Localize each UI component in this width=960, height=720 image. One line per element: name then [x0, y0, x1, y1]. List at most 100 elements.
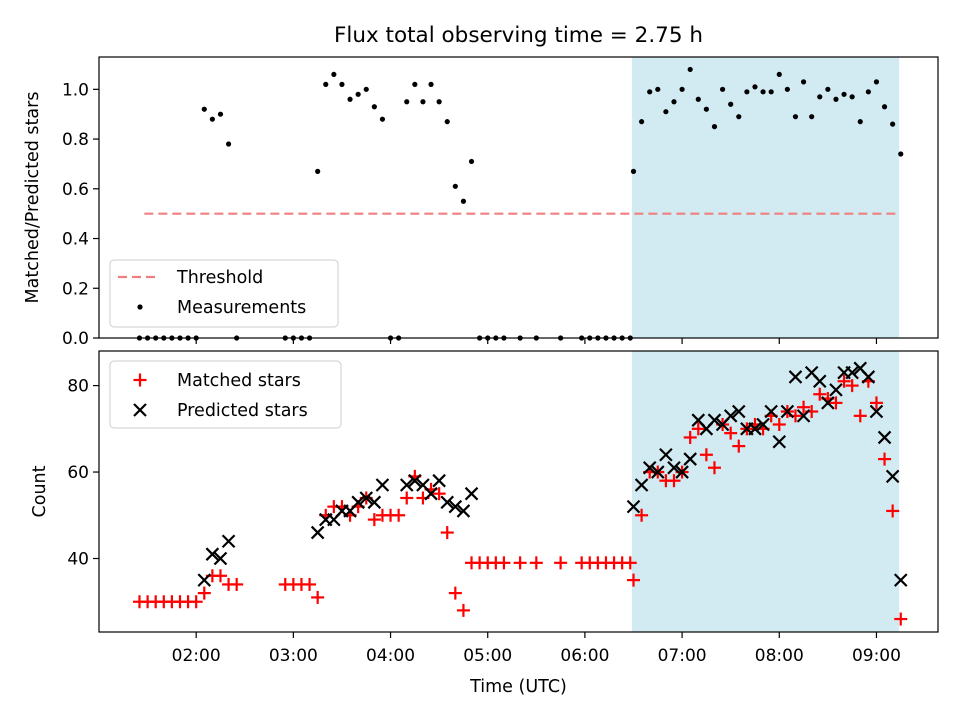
measurement-point — [711, 124, 718, 130]
measurement-point — [315, 168, 321, 174]
measurement-point — [331, 71, 337, 78]
measurement-point — [460, 198, 467, 204]
y-tick-label: 40 — [67, 550, 89, 570]
predicted-star-point — [732, 404, 746, 419]
measurement-point — [638, 119, 645, 125]
predicted-star-point — [367, 495, 382, 510]
predicted-star-point — [748, 422, 762, 436]
matched-star-point — [707, 461, 721, 475]
predicted-star-point — [764, 404, 778, 419]
predicted-star-point — [812, 374, 827, 389]
measurement-point — [379, 116, 386, 122]
measurement-point — [468, 158, 475, 165]
matched-star-point — [400, 491, 414, 505]
matched-star-point — [829, 396, 843, 410]
predicted-star-point — [456, 504, 471, 518]
matched-star-point — [513, 556, 527, 570]
predicted-star-point — [869, 404, 884, 419]
matched-star-point — [724, 426, 738, 440]
y-tick-label: 1.0 — [62, 80, 89, 100]
matched-star-point — [878, 452, 892, 466]
matched-star-point — [432, 487, 446, 501]
measurement-point — [873, 79, 880, 85]
x-tick-label: 05:00 — [463, 646, 512, 666]
measurement-point — [865, 89, 871, 95]
y-tick-label: 60 — [67, 463, 89, 483]
predicted-star-point — [821, 396, 835, 410]
predicted-star-point — [464, 486, 479, 501]
bottom-y-axis-label: Count — [30, 465, 50, 517]
legend-matched-swatch — [133, 373, 147, 387]
measurement-point — [217, 111, 224, 117]
measurement-point — [703, 106, 709, 112]
predicted-star-point — [861, 370, 876, 384]
measurement-point — [841, 91, 847, 97]
bottom-panel-counts: 40 60 80 02:00 03:00 04:00 05:00 06:00 07:00 08:… — [30, 350, 939, 697]
y-tick-label: 0.8 — [62, 130, 89, 150]
predicted-star-point — [351, 495, 365, 510]
predicted-star-point — [440, 495, 455, 510]
measurement-point — [420, 99, 426, 105]
measurement-point — [760, 89, 766, 95]
bottom-legend: Matched stars Predicted stars — [109, 360, 342, 429]
measurement-point — [881, 104, 888, 110]
x-tick-label: 07:00 — [658, 646, 707, 666]
matched-star-point — [440, 526, 454, 540]
measurement-point — [436, 99, 442, 105]
measurement-point — [776, 71, 782, 78]
x-tick-label: 04:00 — [366, 646, 415, 666]
measurement-point — [719, 86, 726, 92]
x-tick-label: 03:00 — [269, 646, 318, 666]
measurement-point — [225, 141, 232, 147]
matched-star-point — [853, 409, 867, 423]
matched-star-point — [311, 590, 325, 604]
matched-star-point — [554, 556, 568, 570]
bottom-axes-frame — [98, 350, 939, 633]
predicted-star-point — [796, 409, 811, 423]
x-axis-label: Time (UTC) — [469, 677, 567, 697]
measurement-point — [752, 84, 758, 90]
predicted-star-point — [310, 525, 325, 540]
shaded-observing-window — [631, 57, 900, 338]
matched-star-point — [230, 577, 244, 591]
matched-star-point — [448, 586, 462, 600]
legend-measurements-label: Measurements — [177, 298, 306, 318]
predicted-star-point — [359, 491, 374, 505]
predicted-star-point — [877, 430, 892, 445]
measurement-point — [792, 114, 799, 120]
measurement-point — [201, 106, 207, 112]
measurement-point — [347, 96, 353, 102]
predicted-star-point — [707, 413, 722, 427]
matched-star-point — [691, 422, 705, 436]
predicted-star-point — [675, 465, 689, 479]
measurement-point — [679, 86, 685, 92]
measurement-point — [800, 79, 807, 85]
predicted-star-point — [651, 465, 665, 479]
predicted-star-point — [659, 447, 673, 462]
measurement-point — [768, 89, 774, 95]
y-tick-label: 0.0 — [62, 329, 89, 349]
y-tick-label: 0.4 — [62, 230, 89, 250]
predicted-star-point — [448, 499, 463, 514]
legend-predicted-swatch — [133, 403, 147, 417]
predicted-star-point — [197, 573, 212, 587]
measurement-point — [209, 116, 215, 122]
legend-measurements-swatch — [137, 304, 143, 310]
measurement-point — [412, 81, 418, 87]
measurement-point — [371, 104, 377, 110]
predicted-star-point — [221, 534, 236, 548]
matched-star-point — [392, 508, 406, 522]
predicted-star-point — [667, 460, 681, 475]
measurement-point — [857, 119, 863, 125]
predicted-star-point — [213, 551, 228, 566]
predicted-star-point — [893, 573, 908, 587]
measurement-point — [323, 81, 329, 87]
legend-matched-label: Matched stars — [177, 371, 301, 391]
top-panel-ratio: Flux total observing time = 2.75 h 0.0 0.… — [23, 23, 939, 349]
measurement-point — [744, 89, 750, 95]
measurement-point — [849, 94, 855, 100]
measurement-point — [404, 99, 410, 105]
measurement-point — [444, 119, 450, 125]
predicted-star-point — [756, 417, 770, 432]
predicted-star-point — [683, 452, 697, 466]
